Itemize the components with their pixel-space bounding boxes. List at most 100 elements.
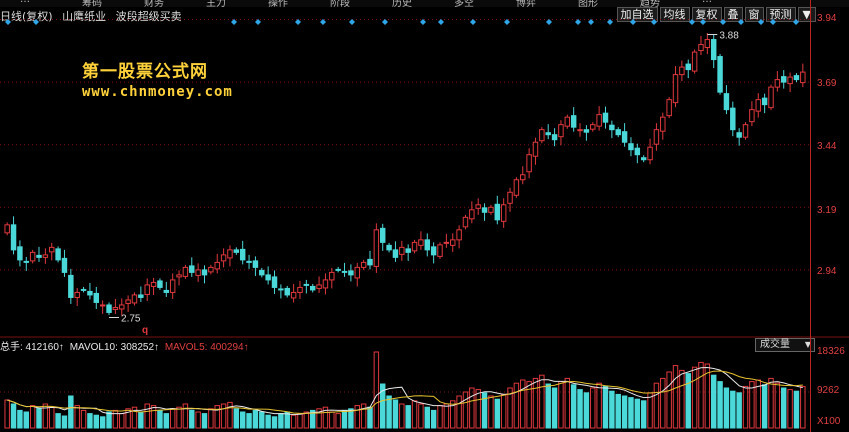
candle-body (685, 63, 691, 71)
volume-bar (239, 411, 246, 429)
menu-item[interactable]: 多空 (454, 0, 474, 7)
menu-item[interactable]: 趋势 (640, 0, 660, 7)
volume-bar (545, 383, 551, 429)
candle-body (450, 239, 456, 246)
watermark-url: www.chnmoney.com (82, 84, 233, 100)
candle-body (443, 241, 450, 244)
signal-diamond-icon (575, 19, 581, 25)
candle-body (730, 107, 736, 131)
volume-bar (233, 408, 240, 429)
candle-body (392, 249, 399, 258)
menu-bar[interactable]: … 筹码 财务 主力 操作 阶段 历史 多空 博弈 图形 趋势 … (0, 0, 849, 7)
volume-bar (526, 381, 532, 429)
volume-bar (723, 387, 730, 429)
volume-bar (710, 374, 717, 429)
menu-item[interactable]: 图形 (578, 0, 598, 7)
candle-body (672, 74, 679, 104)
signal-diamond-icon (295, 19, 301, 25)
volume-bar (360, 403, 367, 429)
candle-body (520, 174, 526, 181)
window-button[interactable]: 窗 (744, 7, 764, 22)
volume-bar (265, 414, 271, 429)
candle-body (68, 274, 74, 298)
overlay-button[interactable]: 叠 (723, 7, 743, 22)
volume-bar (189, 409, 195, 429)
menu-item[interactable]: 阶段 (330, 0, 350, 7)
candle-body (787, 76, 793, 85)
period-label[interactable]: 日线(复权) (0, 10, 53, 23)
candle-body (335, 268, 341, 271)
volume-bar (443, 403, 450, 429)
volume-bar (590, 387, 596, 429)
candle-body (793, 75, 800, 81)
menu-item[interactable]: 历史 (392, 0, 412, 7)
candle-body (609, 124, 615, 131)
forecast-button[interactable]: 预测 (765, 7, 796, 22)
candle-body (348, 270, 354, 276)
volume-bar (596, 382, 602, 429)
candle-body (456, 229, 462, 241)
menu-item[interactable]: 博弈 (516, 0, 536, 7)
candle-body (119, 304, 125, 310)
candle-body (4, 224, 10, 234)
candle-body (660, 116, 666, 132)
candle-body (717, 56, 723, 93)
volume-bar (488, 395, 494, 429)
volume-bar (316, 408, 322, 429)
menu-item[interactable]: 主力 (206, 0, 226, 7)
candle-body (341, 270, 348, 273)
adjust-rights-button[interactable]: 复权 (691, 7, 722, 22)
volume-bar (621, 395, 628, 429)
candle-body (80, 288, 87, 291)
volume-bar (379, 383, 386, 429)
signal-diamond-icon (470, 19, 476, 25)
price-axis[interactable]: 3.94 3.69 3.44 3.19 2.94 18326 9262 X100 (810, 0, 849, 432)
price-tick: 3.19 (817, 205, 837, 216)
candle-body (704, 39, 711, 49)
triangle-down-icon[interactable]: ▼ (797, 7, 816, 22)
signal-diamond-icon (382, 19, 388, 25)
volume-bar (602, 385, 609, 429)
volume-bar (628, 397, 634, 429)
mavol10-label: MAVOL10: 308252↑ (69, 342, 160, 353)
candle-body (723, 93, 730, 111)
volume-bar (717, 381, 723, 429)
candle-body (42, 254, 49, 258)
volume-bar (494, 398, 501, 429)
add-favorite-button[interactable]: 加自选 (616, 7, 658, 22)
menu-item[interactable]: 筹码 (82, 0, 102, 7)
volume-bar (800, 385, 806, 429)
candle-body (679, 66, 685, 76)
candle-body (271, 276, 278, 288)
signal-diamond-icon (255, 19, 261, 25)
volume-bar (685, 373, 691, 429)
menu-item[interactable]: … (20, 0, 30, 5)
menu-item[interactable]: … (702, 0, 712, 5)
candle-body (749, 109, 755, 123)
volume-bar (93, 414, 100, 429)
candle-body (373, 229, 380, 267)
menu-item[interactable]: 财务 (144, 0, 164, 7)
candle-body (469, 209, 475, 220)
signal-diamond-icon (793, 19, 799, 25)
indicator-select[interactable]: 成交量 ▼ (755, 338, 815, 352)
candle-body (481, 207, 488, 213)
candle-body (61, 257, 68, 273)
signal-diamond-icon (700, 19, 706, 25)
volume-bar (672, 365, 679, 429)
volume-header: 总手: 412160↑ MAVOL10: 308252↑ MAVOL5: 400… (0, 338, 252, 353)
volume-bar (348, 408, 354, 429)
menu-item[interactable]: 操作 (268, 0, 288, 7)
volume-bar (208, 408, 214, 429)
signal-diamond-icon (720, 19, 726, 25)
volume-bar (698, 361, 704, 429)
volume-bar (74, 405, 80, 429)
volume-bar (450, 400, 456, 429)
candle-body (138, 294, 144, 298)
volume-bar (507, 387, 513, 429)
volume-ma-lines (7, 366, 803, 416)
volume-bar (303, 411, 310, 429)
volume-bar (10, 403, 17, 429)
moving-average-button[interactable]: 均线 (659, 7, 690, 22)
